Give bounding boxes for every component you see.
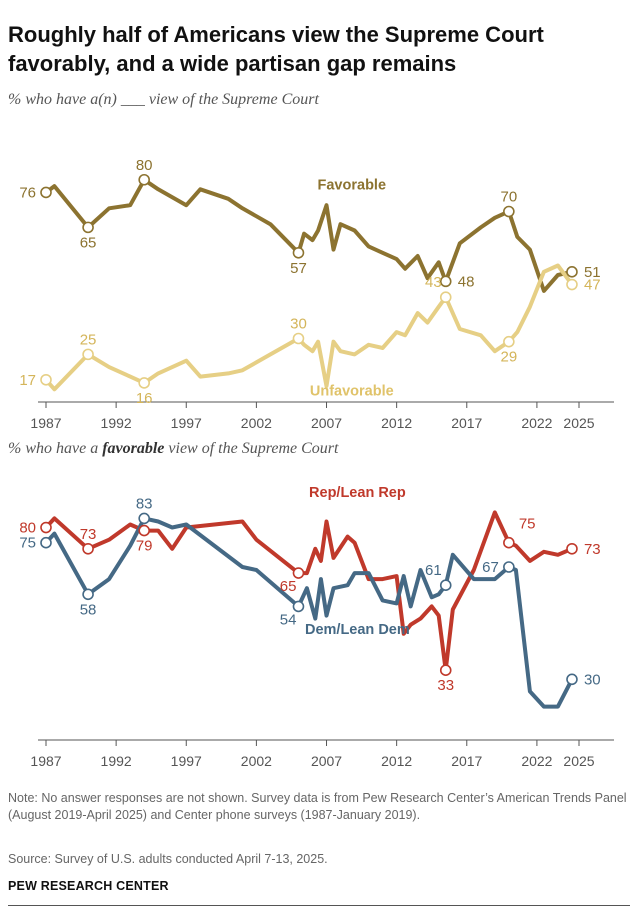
subtitle2-post: view of the Supreme Court xyxy=(164,440,339,457)
data-point-marker xyxy=(439,275,452,288)
data-label: 75 xyxy=(519,516,536,533)
series-line-unfavorable xyxy=(44,263,574,392)
data-point-marker xyxy=(138,524,150,537)
data-point-marker xyxy=(40,536,52,549)
data-point-marker xyxy=(292,600,305,613)
data-label: 80 xyxy=(19,520,36,537)
chart-title: Roughly half of Americans view the Supre… xyxy=(8,22,544,76)
subtitle2-bold: favorable xyxy=(102,440,165,457)
x-tick-label: 2017 xyxy=(451,415,482,431)
x-tick-label: 2007 xyxy=(311,415,342,431)
x-tick-label: 2025 xyxy=(563,753,594,769)
data-label: 47 xyxy=(584,277,601,294)
data-label: 58 xyxy=(80,601,97,618)
x-tick-label: 2007 xyxy=(311,753,342,769)
data-point-marker xyxy=(439,291,452,304)
x-tick-label: 1992 xyxy=(101,753,132,769)
series-line-favorable xyxy=(44,177,574,293)
x-tick-label: 2017 xyxy=(451,753,482,769)
data-point-marker xyxy=(40,373,52,386)
data-point-marker xyxy=(503,205,515,218)
data-label: 80 xyxy=(136,157,153,174)
data-point-marker xyxy=(566,278,578,291)
favorability-chart: 1987 1992 1997 2002 2007 2012 2017 2022 2025 76 65… xyxy=(19,157,614,431)
chart1-subtitle: % who have a(n) ___ view of the Supreme … xyxy=(8,91,319,108)
x-tick-label: 2002 xyxy=(241,753,272,769)
data-point-marker xyxy=(138,173,150,186)
data-point-marker xyxy=(292,246,305,259)
data-point-marker xyxy=(82,221,94,234)
data-label: 54 xyxy=(280,611,297,628)
data-label: 48 xyxy=(458,273,475,290)
chart2-subtitle: % who have a favorable view of the Supre… xyxy=(8,440,338,458)
data-label: 16 xyxy=(136,390,153,407)
x-tick-label: 2012 xyxy=(381,415,412,431)
partisan-chart: 1987 1992 1997 2002 2007 2012 2017 2022 2025 80 73… xyxy=(19,485,614,769)
series-name-label: Dem/Lean Dem xyxy=(305,622,410,638)
data-label: 25 xyxy=(80,331,97,348)
data-label: 57 xyxy=(290,260,307,277)
x-tick-label: 2012 xyxy=(381,753,412,769)
x-tick-label: 1992 xyxy=(101,415,132,431)
data-point-marker xyxy=(503,561,515,573)
data-label: 17 xyxy=(19,372,36,389)
series-line-rep-lean-rep xyxy=(44,510,574,673)
x-tick-label: 2022 xyxy=(521,753,552,769)
data-label: 29 xyxy=(501,349,518,366)
data-point-marker xyxy=(439,579,452,591)
data-point-marker xyxy=(292,567,305,579)
x-tick-label: 2025 xyxy=(563,415,594,431)
data-point-marker xyxy=(566,673,578,686)
data-point-marker xyxy=(82,348,94,361)
subtitle2-pre: % who have a xyxy=(8,440,103,457)
data-label: 65 xyxy=(280,578,297,595)
data-label: 30 xyxy=(584,671,601,688)
data-point-marker xyxy=(82,588,94,601)
data-label: 83 xyxy=(136,495,153,512)
data-label: 33 xyxy=(437,677,454,694)
series-name-label: Unfavorable xyxy=(310,384,394,400)
data-label: 61 xyxy=(425,562,442,579)
pew-logo-text: PEW RESEARCH CENTER xyxy=(8,879,169,893)
x-tick-label: 1997 xyxy=(171,753,202,769)
data-label: 65 xyxy=(80,234,97,251)
data-point-marker xyxy=(138,377,150,389)
data-label: 75 xyxy=(19,535,36,552)
x-tick-label: 1997 xyxy=(171,415,202,431)
series-name-label: Rep/Lean Rep xyxy=(309,485,406,501)
data-label: 70 xyxy=(501,189,518,206)
data-point-marker xyxy=(138,512,150,525)
data-label: 43 xyxy=(425,274,442,291)
bottom-rule xyxy=(8,905,630,906)
series-line-dem-lean-dem xyxy=(44,516,574,709)
data-point-marker xyxy=(292,332,305,345)
x-tick-label: 1987 xyxy=(30,415,61,431)
data-point-marker xyxy=(40,186,52,199)
data-point-marker xyxy=(503,335,515,348)
data-point-marker xyxy=(566,266,578,278)
data-label: 79 xyxy=(136,538,153,555)
data-point-marker xyxy=(503,536,515,549)
x-tick-label: 1987 xyxy=(30,753,61,769)
chart-source: Source: Survey of U.S. adults conducted … xyxy=(8,852,328,866)
chart-note: Note: No answer responses are not shown.… xyxy=(8,791,627,822)
data-label: 73 xyxy=(80,526,97,543)
data-label: 76 xyxy=(19,184,36,201)
x-tick-label: 2002 xyxy=(241,415,272,431)
data-label: 51 xyxy=(584,264,601,281)
data-label: 30 xyxy=(290,316,307,333)
data-point-marker xyxy=(439,664,452,676)
data-point-marker xyxy=(82,542,94,555)
data-label: 73 xyxy=(584,541,601,558)
data-label: 67 xyxy=(482,559,499,576)
series-name-label: Favorable xyxy=(318,177,387,193)
data-point-marker xyxy=(40,521,52,534)
data-point-marker xyxy=(566,542,578,555)
x-tick-label: 2022 xyxy=(521,415,552,431)
